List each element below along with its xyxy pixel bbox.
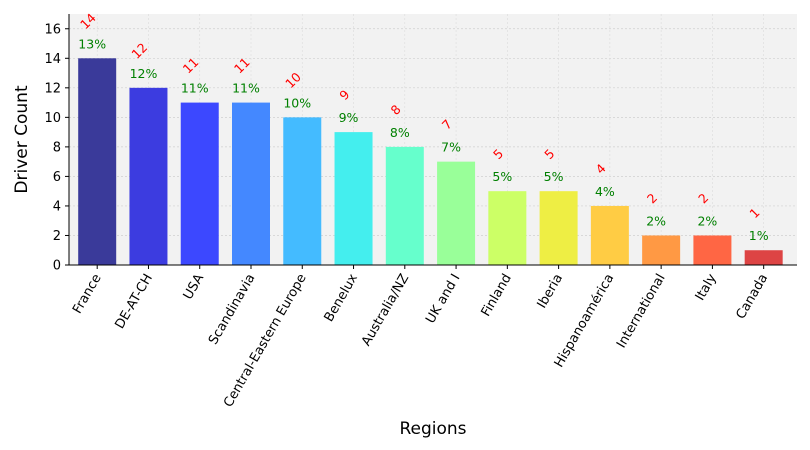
percent-label: 7% bbox=[441, 140, 461, 155]
y-tick-label: 12 bbox=[44, 81, 61, 96]
percent-label: 9% bbox=[339, 110, 359, 125]
bar bbox=[385, 146, 424, 265]
x-tick-label: Scandinavia bbox=[206, 272, 258, 348]
x-tick-label: Australia/NZ bbox=[359, 271, 412, 348]
percent-label: 11% bbox=[232, 81, 260, 96]
percent-label: 4% bbox=[595, 184, 615, 199]
bar bbox=[437, 161, 476, 265]
y-tick-label: 10 bbox=[44, 111, 61, 126]
bar bbox=[129, 87, 168, 265]
x-tick-label: France bbox=[70, 272, 105, 317]
bar bbox=[590, 205, 629, 265]
y-tick-label: 8 bbox=[53, 140, 61, 155]
percent-label: 11% bbox=[181, 81, 209, 96]
bar bbox=[744, 250, 783, 265]
bars bbox=[78, 58, 783, 266]
percent-label: 12% bbox=[130, 66, 158, 81]
y-tick-label: 6 bbox=[53, 170, 61, 185]
bar bbox=[232, 102, 270, 266]
x-tick-label: Finland bbox=[479, 271, 515, 319]
percent-label: 10% bbox=[283, 95, 311, 110]
y-tick-label: 0 bbox=[53, 259, 61, 274]
x-tick-label: International bbox=[614, 272, 668, 351]
bar bbox=[539, 191, 578, 265]
bar bbox=[693, 235, 732, 265]
percent-label: 8% bbox=[390, 125, 410, 140]
x-tick-label: Iberia bbox=[535, 272, 566, 312]
y-tick-label: 2 bbox=[53, 229, 61, 244]
bar bbox=[488, 191, 527, 265]
y-tick-label: 14 bbox=[44, 52, 61, 67]
bar bbox=[334, 132, 373, 265]
axes bbox=[68, 14, 797, 266]
x-tick-label: Italy bbox=[693, 271, 720, 303]
y-tick-label: 16 bbox=[44, 22, 61, 37]
percent-label: 2% bbox=[646, 213, 666, 228]
y-axis-ticks: 0 2 4 6 8 10 12 14 16 bbox=[44, 22, 69, 274]
x-tick-label: DE-AT-CH bbox=[113, 272, 156, 332]
plot-background bbox=[69, 14, 797, 265]
percent-label: 5% bbox=[544, 169, 564, 184]
bar bbox=[283, 117, 322, 266]
x-tick-label: UK and I bbox=[423, 272, 463, 327]
bar bbox=[642, 235, 681, 265]
bar bbox=[78, 58, 117, 266]
percent-label: 13% bbox=[78, 36, 106, 51]
percent-label: 2% bbox=[697, 213, 717, 228]
x-tick-label: Canada bbox=[733, 272, 771, 322]
percent-label: 1% bbox=[749, 228, 769, 243]
x-axis-title: Regions bbox=[399, 419, 466, 439]
bar bbox=[180, 102, 219, 266]
percent-label: 5% bbox=[492, 169, 512, 184]
x-tick-label: Benelux bbox=[322, 271, 361, 324]
x-axis-ticks: France DE-AT-CH USAScandinaviaCentral-East… bbox=[70, 265, 771, 410]
y-tick-label: 4 bbox=[53, 199, 61, 214]
y-axis-title: Driver Count bbox=[12, 85, 32, 194]
x-tick-label: USA bbox=[181, 271, 207, 302]
